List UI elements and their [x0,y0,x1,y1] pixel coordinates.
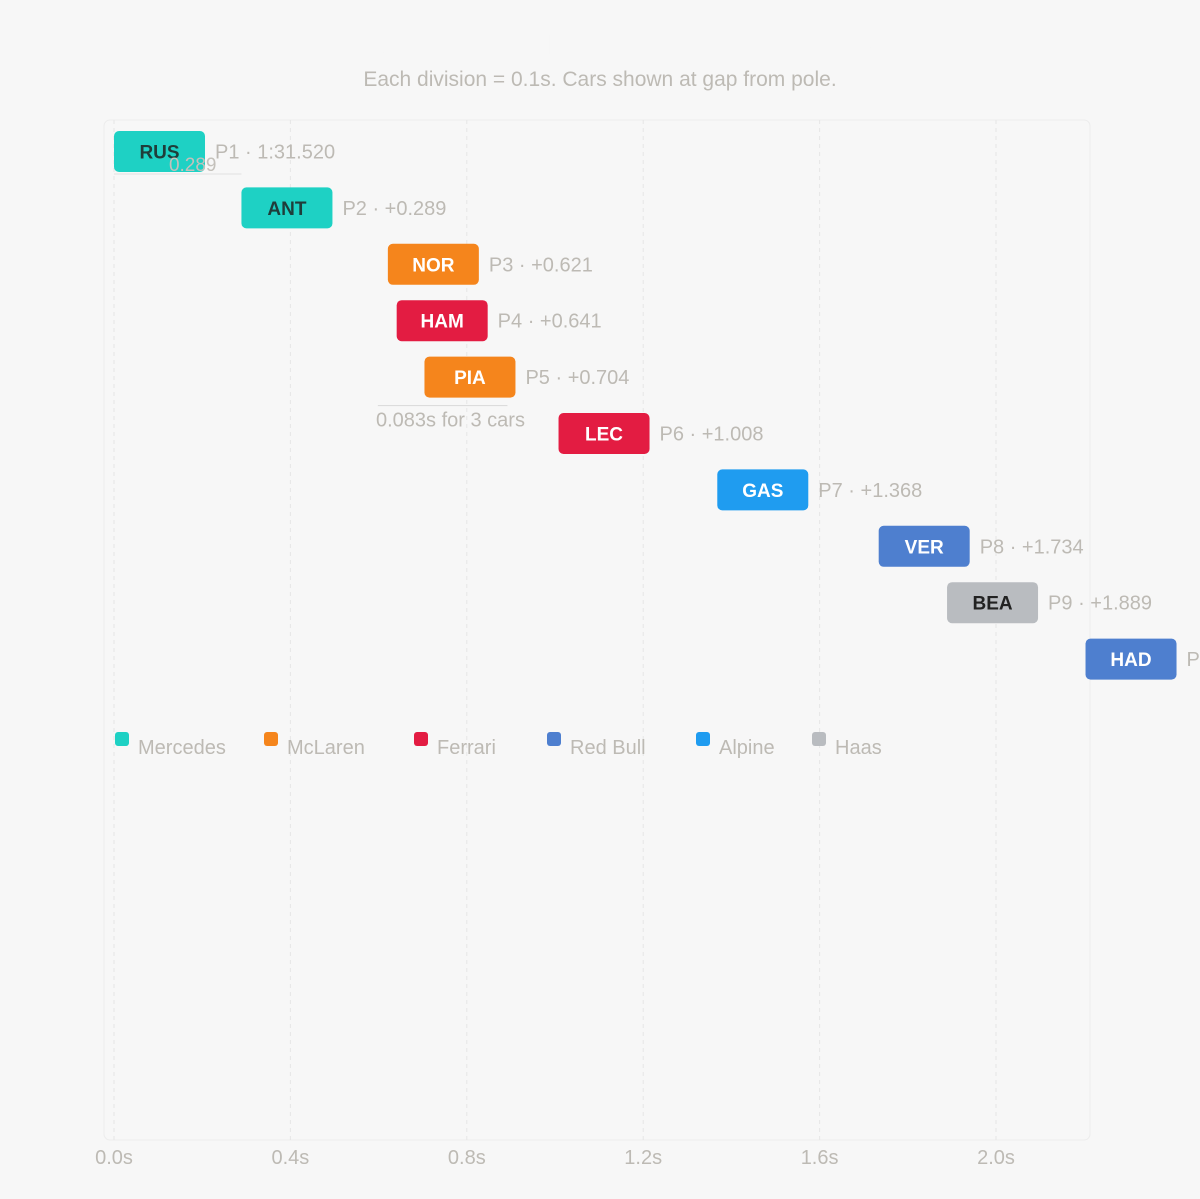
chart-subtitle: Each division = 0.1s. Cars shown at gap … [363,68,837,91]
car-gap-label: P1 · 1:31.520 [215,142,335,164]
car-bar [717,469,809,511]
legend-swatch [264,732,278,746]
chart-title: Shanghai sprint qualifying — gap to lead… [316,30,884,60]
car-bar-group: ANT P2 · +0.289 [241,187,446,229]
car-bar [558,413,650,454]
legend-item: Red Bull [547,732,646,759]
car-bar-group: RUS P1 · 1:31.520 [114,131,335,172]
car-bar [387,243,479,285]
car-code-label: VER [905,537,944,558]
x-tick-label: 1.2s [624,1147,662,1169]
car-bar [241,187,333,229]
legend-swatch [414,732,428,746]
x-tick-label: 2.0s [977,1147,1015,1169]
car-bar-group: VER P8 · +1.734 [878,525,1084,567]
car-code-label: HAM [421,312,464,333]
car-code-label: NOR [412,255,455,276]
car-bar [396,300,488,342]
car-bar-group: HAM P4 · +0.641 [396,300,602,342]
car-code-label: RUS [139,143,179,164]
car-code-label: LEC [585,425,623,446]
legend-label: McLaren [287,737,365,759]
car-gap-label: P2 · +0.289 [342,198,446,220]
legend-swatch [547,732,561,746]
car-bar-group: HAD P10 · +2.203 [1085,638,1200,680]
car-gap-label: P5 · +0.704 [525,367,629,389]
car-bar [947,582,1039,624]
car-gap-label: P3 · +0.621 [489,254,593,276]
cluster-annotation-label: 0.083s for 3 cars [376,410,525,432]
x-tick-label: 0.8s [448,1147,486,1169]
x-tick-label: 1.6s [801,1147,839,1169]
car-gap-label: P8 · +1.734 [980,536,1084,558]
x-tick-label: 0.0s [95,1147,133,1169]
car-bar [878,525,970,567]
legend-label: Ferrari [437,737,496,759]
car-bar-group: NOR P3 · +0.621 [387,243,593,285]
car-code-label: BEA [972,594,1012,615]
car-bar-group: PIA P5 · +0.704 [424,356,629,398]
car-bar-group: GAS P7 · +1.368 [717,469,922,511]
legend-swatch [812,732,826,746]
car-code-label: HAD [1110,650,1151,671]
car-gap-label: P7 · +1.368 [818,480,922,502]
legend-label: Red Bull [570,737,646,759]
legend-label: Mercedes [138,737,226,759]
legend-item: Alpine [696,732,775,759]
x-tick-label: 0.4s [271,1147,309,1169]
legend-swatch [696,732,710,746]
legend-label: Alpine [719,737,775,759]
legend-swatch [115,732,129,746]
legend-item: McLaren [264,732,365,759]
legend-label: Haas [835,737,882,759]
car-gap-label: P6 · +1.008 [660,424,764,446]
car-bar [424,356,516,398]
legend-item: Ferrari [414,732,496,759]
plot-frame [103,119,1091,1141]
car-gap-label: P10 · +2.203 [1187,649,1200,671]
car-code-label: GAS [742,481,783,502]
car-bar [1085,638,1177,680]
gap-annotation-label: 0.289 [169,155,217,176]
car-gap-label: P9 · +1.889 [1048,593,1152,615]
car-bar-group: BEA P9 · +1.889 [947,582,1152,624]
car-bar [114,131,205,172]
car-bar-group: LEC P6 · +1.008 [558,413,764,454]
car-gap-label: P4 · +0.641 [498,311,602,333]
car-code-label: ANT [267,199,306,220]
car-code-label: PIA [454,368,486,389]
legend-item: Haas [812,732,882,759]
legend-item: Mercedes [115,732,226,759]
